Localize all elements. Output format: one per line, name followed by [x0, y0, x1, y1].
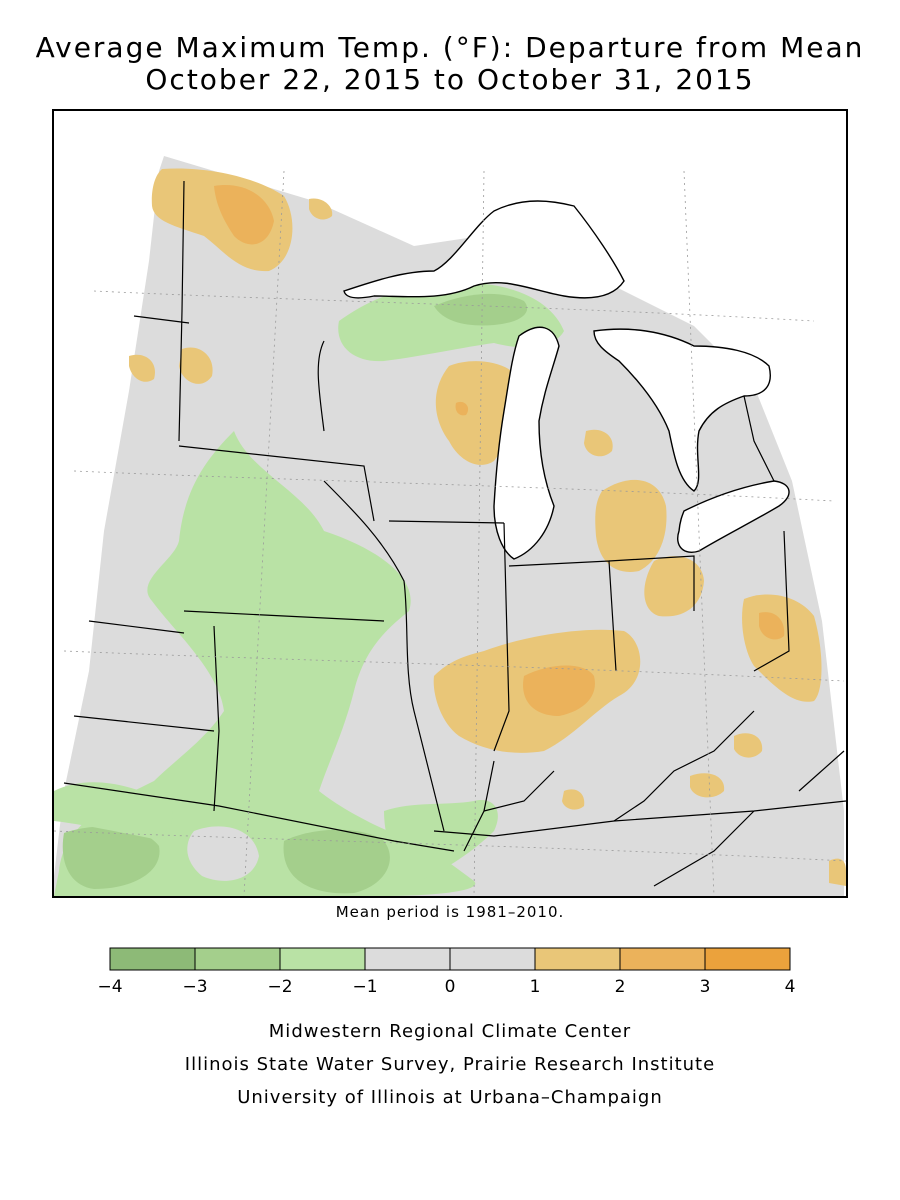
legend-tick-label: −1: [352, 977, 377, 997]
legend-tick-label: 0: [445, 977, 456, 997]
orange-region-ohio-nw: [644, 556, 704, 617]
credit-uiuc: University of Illinois at Urbana–Champai…: [237, 1087, 663, 1108]
credit-isws: Illinois State Water Survey, Prairie Res…: [184, 1054, 716, 1075]
orange-region-michigan-south: [595, 479, 667, 572]
legend-tick-label: −4: [97, 977, 122, 997]
green-region-ks-west: [54, 782, 173, 839]
green-region-iowa-minnesota: [54, 431, 476, 896]
legend-bin: [449, 947, 536, 971]
mean-period-note: Mean period is 1981–2010.: [335, 903, 565, 921]
orange-region-ky-spot1: [734, 733, 763, 758]
green-region-ks-core: [62, 826, 160, 889]
credit-mrcc: Midwestern Regional Climate Center: [268, 1021, 632, 1042]
lake-huron: [593, 328, 771, 492]
legend-tick-label: 1: [530, 977, 541, 997]
orange-region-indiana-core: [523, 665, 595, 716]
legend-tick-label: 3: [700, 977, 711, 997]
legend-tick-label: −3: [182, 977, 207, 997]
orange-region-ky-spot3: [562, 789, 585, 810]
map-title: Average Maximum Temp. (°F): Departure fr…: [35, 31, 865, 64]
map-date-range: October 22, 2015 to October 31, 2015: [145, 63, 755, 96]
temperature-departure-map: [52, 109, 848, 898]
legend-scale: −4 −3 −2 −1 0 1 2 3 4: [97, 947, 795, 997]
legend-bin: [704, 947, 791, 971]
legend-bin: [619, 947, 706, 971]
state-borders: [63, 180, 846, 887]
lake-erie: [677, 480, 790, 553]
legend-bin: [364, 947, 451, 971]
orange-region-mn-spot: [309, 198, 333, 220]
legend-bin: [109, 947, 196, 971]
map-canvas: [54, 156, 846, 896]
legend-bin: [534, 947, 621, 971]
green-region-arkansas-strip: [384, 800, 498, 881]
color-legend: −4 −3 −2 −1 0 1 2 3 4: [97, 947, 795, 997]
graticule: [54, 170, 846, 896]
orange-region-ky-spot2: [690, 773, 725, 798]
legend-tick-label: 4: [785, 977, 796, 997]
green-region-sw-mo: [187, 826, 259, 881]
orange-region-mn-south-spot: [179, 347, 213, 384]
orange-region-sd-spot: [129, 354, 155, 382]
legend-bin: [279, 947, 366, 971]
orange-region-tn-corner: [829, 858, 846, 886]
green-region-upper-michigan-core: [434, 293, 528, 326]
legend-tick-label: 2: [615, 977, 626, 997]
orange-region-ohio-east-core: [759, 612, 785, 640]
legend-bin: [194, 947, 281, 971]
lake-michigan: [493, 326, 560, 560]
orange-region-wisconsin-core: [455, 401, 469, 416]
legend-tick-label: −2: [267, 977, 292, 997]
lake-superior: [343, 200, 625, 299]
green-region-mo-ar-core: [283, 829, 390, 894]
orange-region-michigan-spot: [584, 429, 613, 457]
orange-region-nw-minnesota: [151, 168, 293, 272]
orange-region-nw-minnesota-core: [214, 185, 274, 245]
